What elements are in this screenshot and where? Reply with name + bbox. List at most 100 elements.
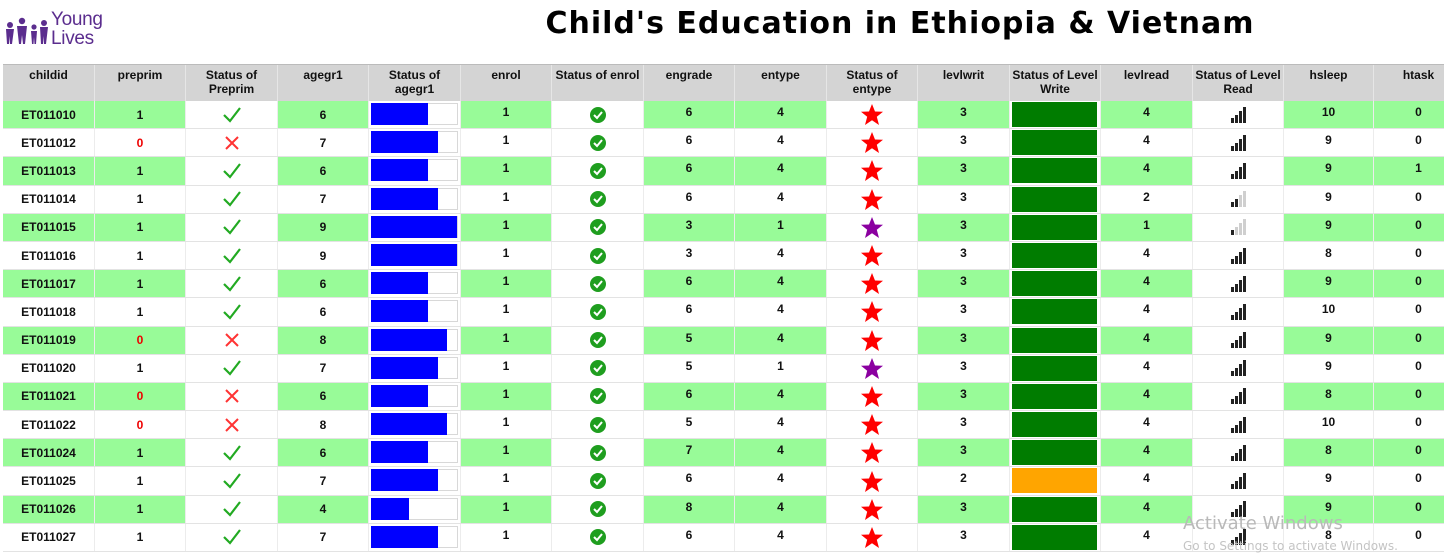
header-status_enrol[interactable]: Status of enrol bbox=[552, 65, 644, 101]
level-write-fill bbox=[1012, 242, 1097, 268]
cell-entype: 4 bbox=[735, 185, 827, 213]
cell-htask: 0 bbox=[1374, 355, 1444, 382]
table-row[interactable]: ET011020 1 7 1 5 1 3 4 9 0 bbox=[3, 354, 1444, 383]
cell-childid: ET011020 bbox=[3, 354, 95, 382]
header-preprim[interactable]: preprim bbox=[95, 65, 186, 101]
table-row[interactable]: ET011019 0 8 1 5 4 3 4 9 0 bbox=[3, 326, 1444, 355]
header-status_levelwrite[interactable]: Status of Level Write bbox=[1010, 65, 1101, 101]
star-icon bbox=[827, 495, 918, 523]
cell-engrade: 6 bbox=[644, 382, 735, 411]
star-icon bbox=[827, 326, 918, 354]
cell-htask: 0 bbox=[1374, 467, 1444, 494]
level-write-block bbox=[1010, 326, 1101, 354]
cell-childid: ET011012 bbox=[3, 129, 95, 157]
agegr1-bar-fill bbox=[371, 497, 410, 520]
table-row[interactable]: ET011025 1 7 1 6 4 2 4 9 0 bbox=[3, 467, 1444, 496]
cell-levlwrit: 3 bbox=[918, 523, 1010, 551]
header-agegr1[interactable]: agegr1 bbox=[278, 65, 369, 101]
cell-entype: 4 bbox=[735, 411, 827, 439]
star-icon bbox=[827, 523, 918, 551]
header-hsleep[interactable]: hsleep bbox=[1284, 65, 1374, 101]
cell-levlwrit: 3 bbox=[918, 157, 1010, 185]
cell-enrol: 1 bbox=[461, 298, 552, 326]
table-row[interactable]: ET011022 0 8 1 5 4 3 4 10 0 bbox=[3, 411, 1444, 440]
enrol-check-circle-icon bbox=[552, 129, 644, 157]
agegr1-bar bbox=[369, 157, 461, 185]
table-header-row: childid preprim Status of Preprim agegr1 Sta… bbox=[3, 65, 1444, 101]
table-row[interactable]: ET011026 1 4 1 8 4 3 4 9 0 bbox=[3, 495, 1444, 524]
cell-childid: ET011022 bbox=[3, 411, 95, 439]
cell-hsleep: 9 bbox=[1284, 467, 1374, 495]
header-entype[interactable]: entype bbox=[735, 65, 827, 101]
table-row[interactable]: ET011013 1 6 1 6 4 3 4 9 1 bbox=[3, 157, 1444, 186]
cell-levlread: 4 bbox=[1101, 411, 1193, 439]
level-write-block bbox=[1010, 270, 1101, 298]
enrol-check-circle-icon bbox=[552, 157, 644, 185]
cell-entype: 4 bbox=[735, 298, 827, 326]
cell-childid: ET011025 bbox=[3, 467, 95, 495]
table-row[interactable]: ET011015 1 9 1 3 1 3 1 9 0 bbox=[3, 213, 1444, 242]
cell-enrol: 1 bbox=[461, 467, 552, 495]
cell-enrol: 1 bbox=[461, 523, 552, 551]
cell-levlwrit: 3 bbox=[918, 298, 1010, 326]
enrol-check-circle-icon bbox=[552, 185, 644, 213]
cell-levlread: 4 bbox=[1101, 326, 1193, 354]
header-enrol[interactable]: enrol bbox=[461, 65, 552, 101]
cell-levlwrit: 3 bbox=[918, 213, 1010, 241]
signal-bars-icon bbox=[1193, 382, 1284, 411]
cell-agegr1: 6 bbox=[278, 270, 369, 298]
agegr1-bar-fill bbox=[371, 243, 457, 266]
table-row[interactable]: ET011014 1 7 1 6 4 3 2 9 0 bbox=[3, 185, 1444, 214]
table-row[interactable]: ET011021 0 6 1 6 4 3 4 8 0 bbox=[3, 382, 1444, 412]
cell-levlread: 4 bbox=[1101, 354, 1193, 382]
header-childid[interactable]: childid bbox=[3, 65, 95, 101]
table-row[interactable]: ET011024 1 6 1 7 4 3 4 8 0 bbox=[3, 439, 1444, 468]
star-icon bbox=[827, 129, 918, 157]
table-row[interactable]: ET011027 1 7 1 6 4 3 4 8 0 bbox=[3, 523, 1444, 552]
cell-levlread: 4 bbox=[1101, 382, 1193, 411]
table-row[interactable]: ET011012 0 7 1 6 4 3 4 9 0 bbox=[3, 129, 1444, 158]
check-icon bbox=[186, 157, 278, 185]
agegr1-bar-fill bbox=[371, 300, 429, 323]
signal-bars-icon bbox=[1193, 495, 1284, 523]
agegr1-bar bbox=[369, 213, 461, 241]
cell-levlwrit: 3 bbox=[918, 495, 1010, 523]
header-levlread[interactable]: levlread bbox=[1101, 65, 1193, 101]
table-row[interactable]: ET011010 1 6 1 6 4 3 4 10 0 bbox=[3, 101, 1444, 130]
cell-levlwrit: 3 bbox=[918, 185, 1010, 213]
cell-enrol: 1 bbox=[461, 241, 552, 270]
data-table: childid preprim Status of Preprim agegr1 Sta… bbox=[3, 64, 1444, 554]
cell-engrade: 3 bbox=[644, 213, 735, 241]
cell-hsleep: 8 bbox=[1284, 523, 1374, 551]
signal-bars-icon bbox=[1193, 185, 1284, 213]
level-write-block bbox=[1010, 129, 1101, 157]
cell-preprim: 1 bbox=[95, 241, 186, 270]
cell-levlread: 4 bbox=[1101, 495, 1193, 523]
header-levlwrit[interactable]: levlwrit bbox=[918, 65, 1010, 101]
level-write-fill bbox=[1012, 524, 1097, 550]
cell-engrade: 3 bbox=[644, 241, 735, 270]
header-status_entype[interactable]: Status of entype bbox=[827, 65, 918, 101]
level-write-block bbox=[1010, 382, 1101, 411]
level-write-block bbox=[1010, 354, 1101, 382]
agegr1-bar-fill bbox=[371, 356, 438, 379]
cell-levlwrit: 3 bbox=[918, 382, 1010, 411]
cell-levlwrit: 2 bbox=[918, 467, 1010, 495]
table-row[interactable]: ET011018 1 6 1 6 4 3 4 10 0 bbox=[3, 298, 1444, 327]
header-engrade[interactable]: engrade bbox=[644, 65, 735, 101]
cell-levlwrit: 3 bbox=[918, 411, 1010, 439]
agegr1-bar-fill bbox=[371, 215, 457, 238]
header-status_agegr1[interactable]: Status of agegr1 bbox=[369, 65, 461, 101]
header-htask[interactable]: htask bbox=[1374, 65, 1444, 101]
table-row[interactable]: ET011017 1 6 1 6 4 3 4 9 0 bbox=[3, 270, 1444, 299]
header-status_preprim[interactable]: Status of Preprim bbox=[186, 65, 278, 101]
level-write-fill bbox=[1012, 130, 1097, 156]
header-status_levelread[interactable]: Status of Level Read bbox=[1193, 65, 1284, 101]
cell-levlread: 4 bbox=[1101, 157, 1193, 185]
cell-preprim: 1 bbox=[95, 439, 186, 467]
signal-bars-icon bbox=[1193, 523, 1284, 551]
cell-entype: 4 bbox=[735, 439, 827, 467]
cell-htask: 0 bbox=[1374, 186, 1444, 213]
cell-levlread: 4 bbox=[1101, 439, 1193, 467]
table-row[interactable]: ET011016 1 9 1 3 4 3 4 8 0 bbox=[3, 241, 1444, 271]
